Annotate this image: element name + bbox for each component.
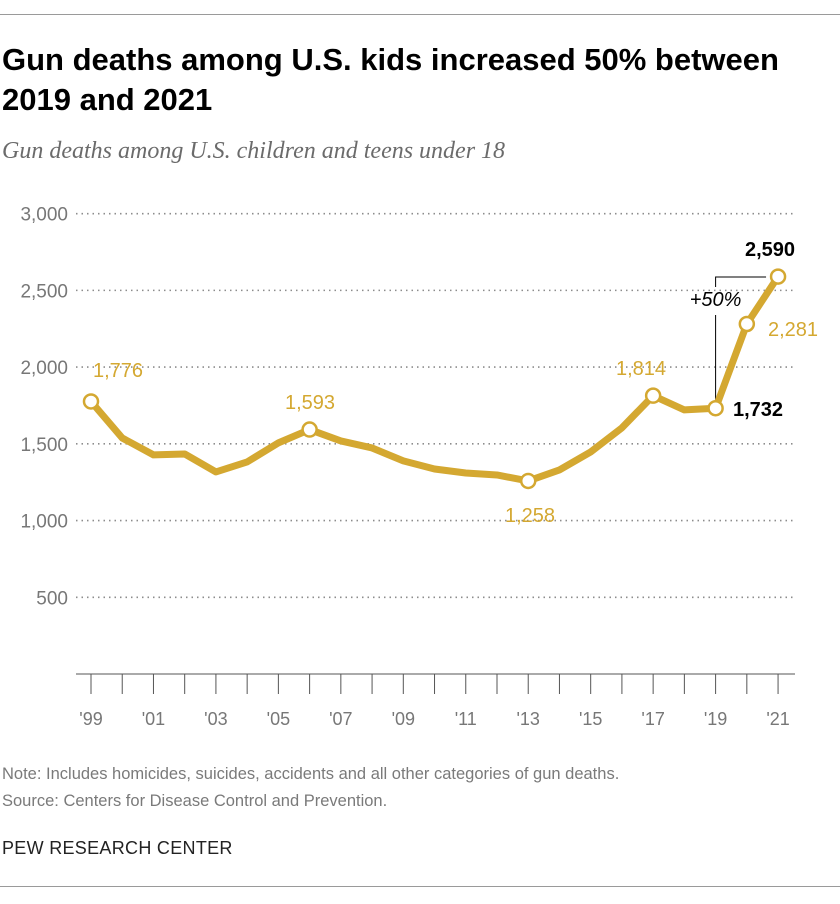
data-point xyxy=(619,425,624,430)
data-point xyxy=(182,451,187,456)
x-tick-label: '17 xyxy=(641,709,664,729)
chart-title: Gun deaths among U.S. kids increased 50%… xyxy=(2,42,779,117)
highlight-point xyxy=(738,315,756,333)
data-point xyxy=(245,459,250,464)
data-label: 2,590 xyxy=(745,239,795,261)
x-tick-label: '15 xyxy=(579,709,602,729)
y-tick-label: 2,500 xyxy=(20,281,68,302)
x-tick-label: '07 xyxy=(329,709,352,729)
y-tick-label: 3,000 xyxy=(20,205,68,226)
data-point xyxy=(151,452,156,457)
data-point xyxy=(276,440,281,445)
data-label: 1,258 xyxy=(505,505,555,527)
data-point xyxy=(213,469,218,474)
data-point xyxy=(338,438,343,443)
highlight-point xyxy=(707,399,724,417)
data-label: 1,814 xyxy=(616,358,666,380)
series-line xyxy=(87,273,782,485)
data-point xyxy=(588,449,593,454)
data-label: 1,593 xyxy=(285,392,335,414)
change-bracket xyxy=(715,276,767,401)
x-tick-label: '05 xyxy=(267,709,290,729)
highlight-point xyxy=(301,421,318,438)
change-annotation: +50% xyxy=(690,289,742,311)
y-tick-label: 1,500 xyxy=(20,435,68,456)
data-point xyxy=(370,445,375,450)
data-label: 1,732 xyxy=(733,399,783,421)
bottom-rule xyxy=(0,886,840,887)
data-label: 1,776 xyxy=(93,360,143,382)
x-tick-label: '99 xyxy=(79,709,102,729)
data-point xyxy=(494,472,499,477)
chart-subtitle: Gun deaths among U.S. children and teens… xyxy=(2,138,506,164)
data-point xyxy=(557,467,562,472)
x-tick-label: '11 xyxy=(455,709,477,729)
data-point xyxy=(432,466,437,471)
x-tick-label: '03 xyxy=(204,709,227,729)
highlight-point xyxy=(519,472,537,490)
x-tick-label: '01 xyxy=(142,709,165,729)
x-tick-label: '13 xyxy=(516,709,539,729)
brand-logo-text: PEW RESEARCH CENTER xyxy=(2,838,233,858)
highlight-point xyxy=(769,268,787,285)
data-label: 2,281 xyxy=(768,319,818,341)
chart-note: Note: Includes homicides, suicides, acci… xyxy=(2,765,620,783)
y-tick-label: 2,000 xyxy=(20,358,68,379)
data-point xyxy=(120,435,125,440)
y-tick-label: 500 xyxy=(36,588,68,609)
x-tick-label: '19 xyxy=(704,709,727,729)
top-rule xyxy=(0,14,840,15)
chart-source: Source: Centers for Disease Control and … xyxy=(2,792,388,810)
x-tick-label: '21 xyxy=(766,709,789,729)
x-tick-label: '09 xyxy=(392,709,415,729)
highlight-point xyxy=(82,393,100,410)
data-point xyxy=(463,470,468,475)
y-tick-label: 1,000 xyxy=(20,512,68,533)
highlight-point xyxy=(644,387,662,404)
data-point xyxy=(682,407,687,412)
data-point xyxy=(401,458,406,463)
